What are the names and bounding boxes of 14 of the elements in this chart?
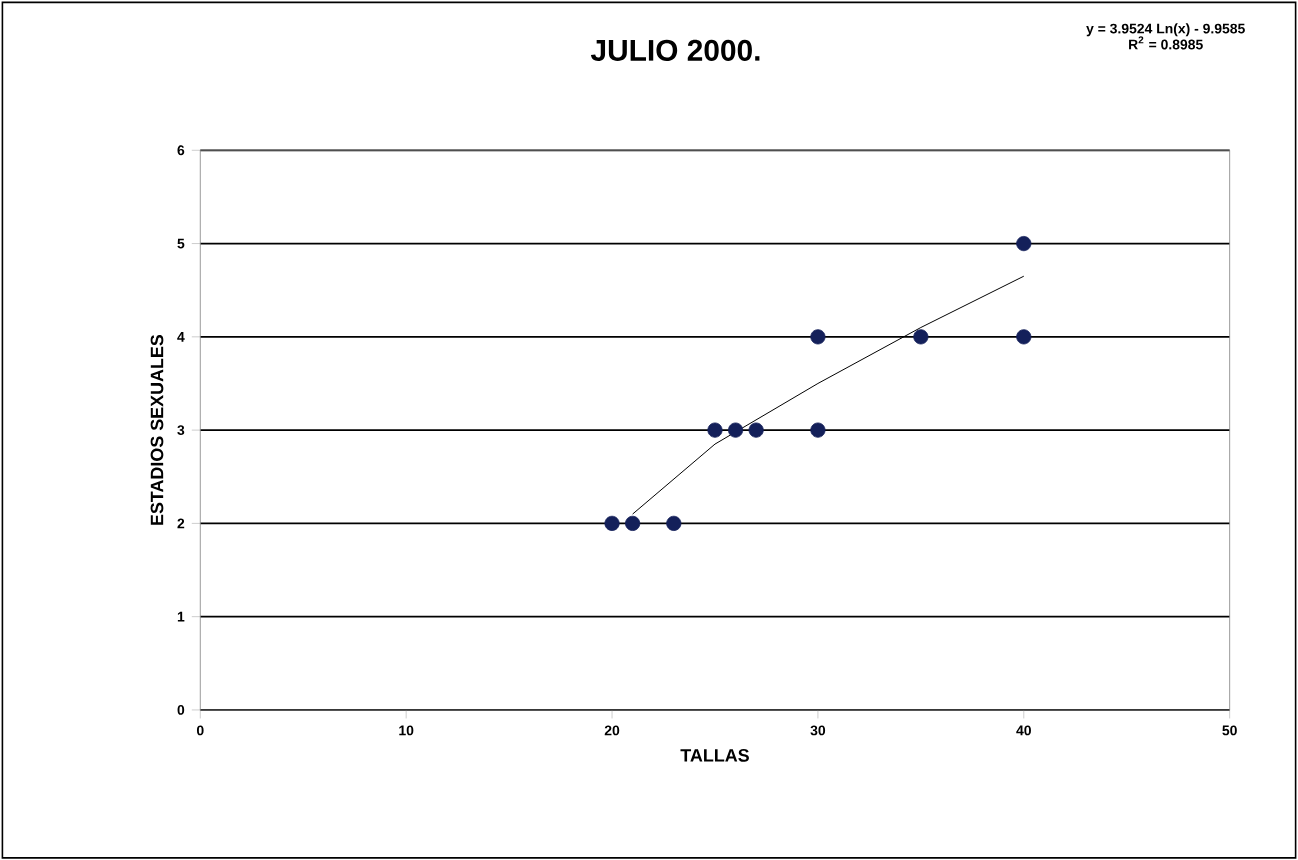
chart-title: JULIO 2000. (590, 39, 760, 61)
point (625, 515, 641, 531)
point (748, 422, 764, 438)
point (727, 422, 744, 438)
point (810, 422, 826, 438)
point (707, 422, 723, 438)
point (1016, 329, 1032, 345)
point (1016, 235, 1032, 251)
point (810, 329, 826, 345)
point (913, 329, 929, 345)
y-axis-title: ESTADIOS SEXUALES (150, 334, 164, 525)
x-axis-title: TALLAS (680, 748, 749, 762)
point (604, 515, 620, 531)
point (666, 515, 682, 531)
